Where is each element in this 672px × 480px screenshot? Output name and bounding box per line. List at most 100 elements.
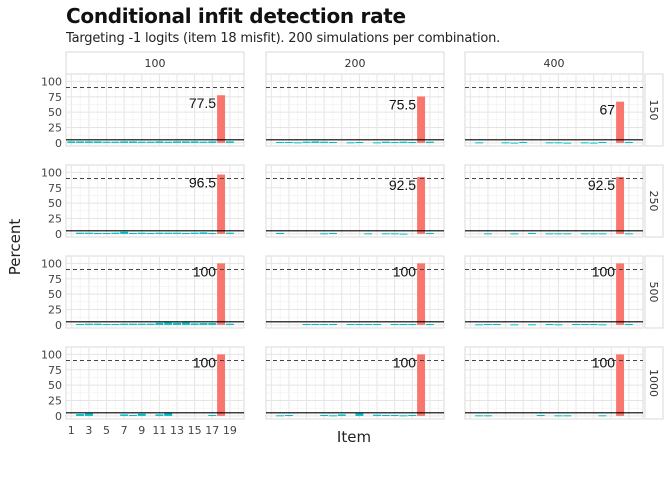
bar	[381, 141, 390, 143]
bar	[492, 324, 501, 325]
bar	[199, 323, 208, 325]
bar	[276, 415, 285, 417]
data-label: 100	[393, 354, 417, 370]
column-strip-label: 100	[145, 57, 166, 70]
y-tick-label: 25	[48, 213, 62, 226]
bar-misfit	[616, 263, 625, 325]
bar	[329, 415, 337, 417]
row-strip-label: 250	[647, 191, 660, 212]
bar	[483, 233, 492, 235]
bar	[173, 232, 181, 234]
bar	[181, 141, 190, 143]
bar	[76, 141, 85, 143]
bar	[111, 324, 120, 325]
bar	[164, 141, 173, 143]
bar	[408, 415, 417, 416]
bar	[483, 324, 492, 325]
bar	[120, 141, 129, 143]
bar-misfit	[417, 96, 426, 143]
panel-background	[65, 255, 245, 329]
x-tick-label: 9	[138, 424, 145, 437]
bar	[225, 141, 234, 143]
bar-misfit	[217, 263, 226, 325]
bar	[598, 142, 607, 143]
bar-misfit	[616, 101, 625, 143]
bar	[364, 233, 373, 235]
bar	[302, 324, 311, 325]
bar	[311, 141, 320, 143]
data-label: 100	[592, 354, 616, 370]
y-tick-label: 50	[48, 106, 62, 119]
data-label: 100	[393, 263, 417, 279]
data-label: 92.5	[389, 177, 416, 193]
bar	[390, 233, 399, 235]
bar	[501, 142, 510, 144]
bar	[364, 324, 373, 325]
column-strip-label: 200	[345, 57, 366, 70]
bar	[320, 141, 329, 143]
row-strip-label: 1000	[647, 369, 660, 397]
bar	[554, 415, 563, 417]
bar	[137, 141, 146, 143]
bar	[475, 415, 484, 417]
panel-background	[265, 73, 445, 147]
bar	[311, 324, 320, 325]
bar	[76, 324, 85, 325]
bar	[373, 324, 381, 325]
bar	[120, 414, 129, 416]
data-label: 75.5	[389, 96, 416, 112]
panel-background	[464, 255, 644, 329]
bar	[399, 415, 408, 417]
bar	[598, 233, 607, 235]
bar	[589, 324, 598, 325]
bar	[545, 324, 554, 325]
bar	[164, 232, 173, 234]
bar	[528, 324, 536, 326]
bar	[137, 323, 146, 325]
bar	[320, 324, 329, 325]
chart-subtitle: Targeting -1 logits (item 18 misfit). 20…	[66, 31, 501, 46]
bar	[181, 233, 190, 234]
y-tick-label: 50	[48, 197, 62, 210]
y-tick-label: 25	[48, 122, 62, 135]
bar	[572, 324, 580, 325]
y-tick-label: 50	[48, 379, 62, 392]
bar	[293, 142, 302, 144]
bar	[408, 142, 417, 143]
y-tick-label: 75	[48, 182, 62, 195]
bar	[190, 232, 199, 234]
y-tick-label: 50	[48, 288, 62, 301]
y-tick-label: 25	[48, 395, 62, 408]
bar	[510, 233, 519, 235]
bar	[425, 141, 434, 143]
bar	[120, 323, 129, 325]
y-tick-label: 25	[48, 304, 62, 317]
panel-background	[464, 73, 644, 147]
bar	[483, 415, 492, 417]
bar-misfit	[616, 177, 625, 234]
y-tick-label: 100	[41, 75, 62, 88]
bar	[399, 141, 408, 143]
bar	[580, 324, 589, 325]
row-strip	[644, 255, 664, 329]
x-tick-label: 17	[205, 424, 219, 437]
bar	[589, 142, 598, 144]
bar	[355, 413, 364, 416]
bar	[320, 415, 329, 416]
data-label: 96.5	[189, 175, 216, 191]
data-label: 100	[592, 263, 616, 279]
bar	[181, 322, 190, 325]
bar	[346, 324, 355, 325]
bar	[84, 323, 93, 325]
y-tick-label: 75	[48, 273, 62, 286]
bar	[199, 232, 208, 234]
y-tick-label: 100	[41, 348, 62, 361]
data-label: 100	[193, 354, 217, 370]
bar	[146, 141, 155, 143]
bar	[519, 142, 528, 143]
bar-misfit	[217, 174, 226, 234]
y-tick-label: 75	[48, 91, 62, 104]
bar-misfit	[616, 354, 625, 416]
bar	[337, 414, 346, 416]
